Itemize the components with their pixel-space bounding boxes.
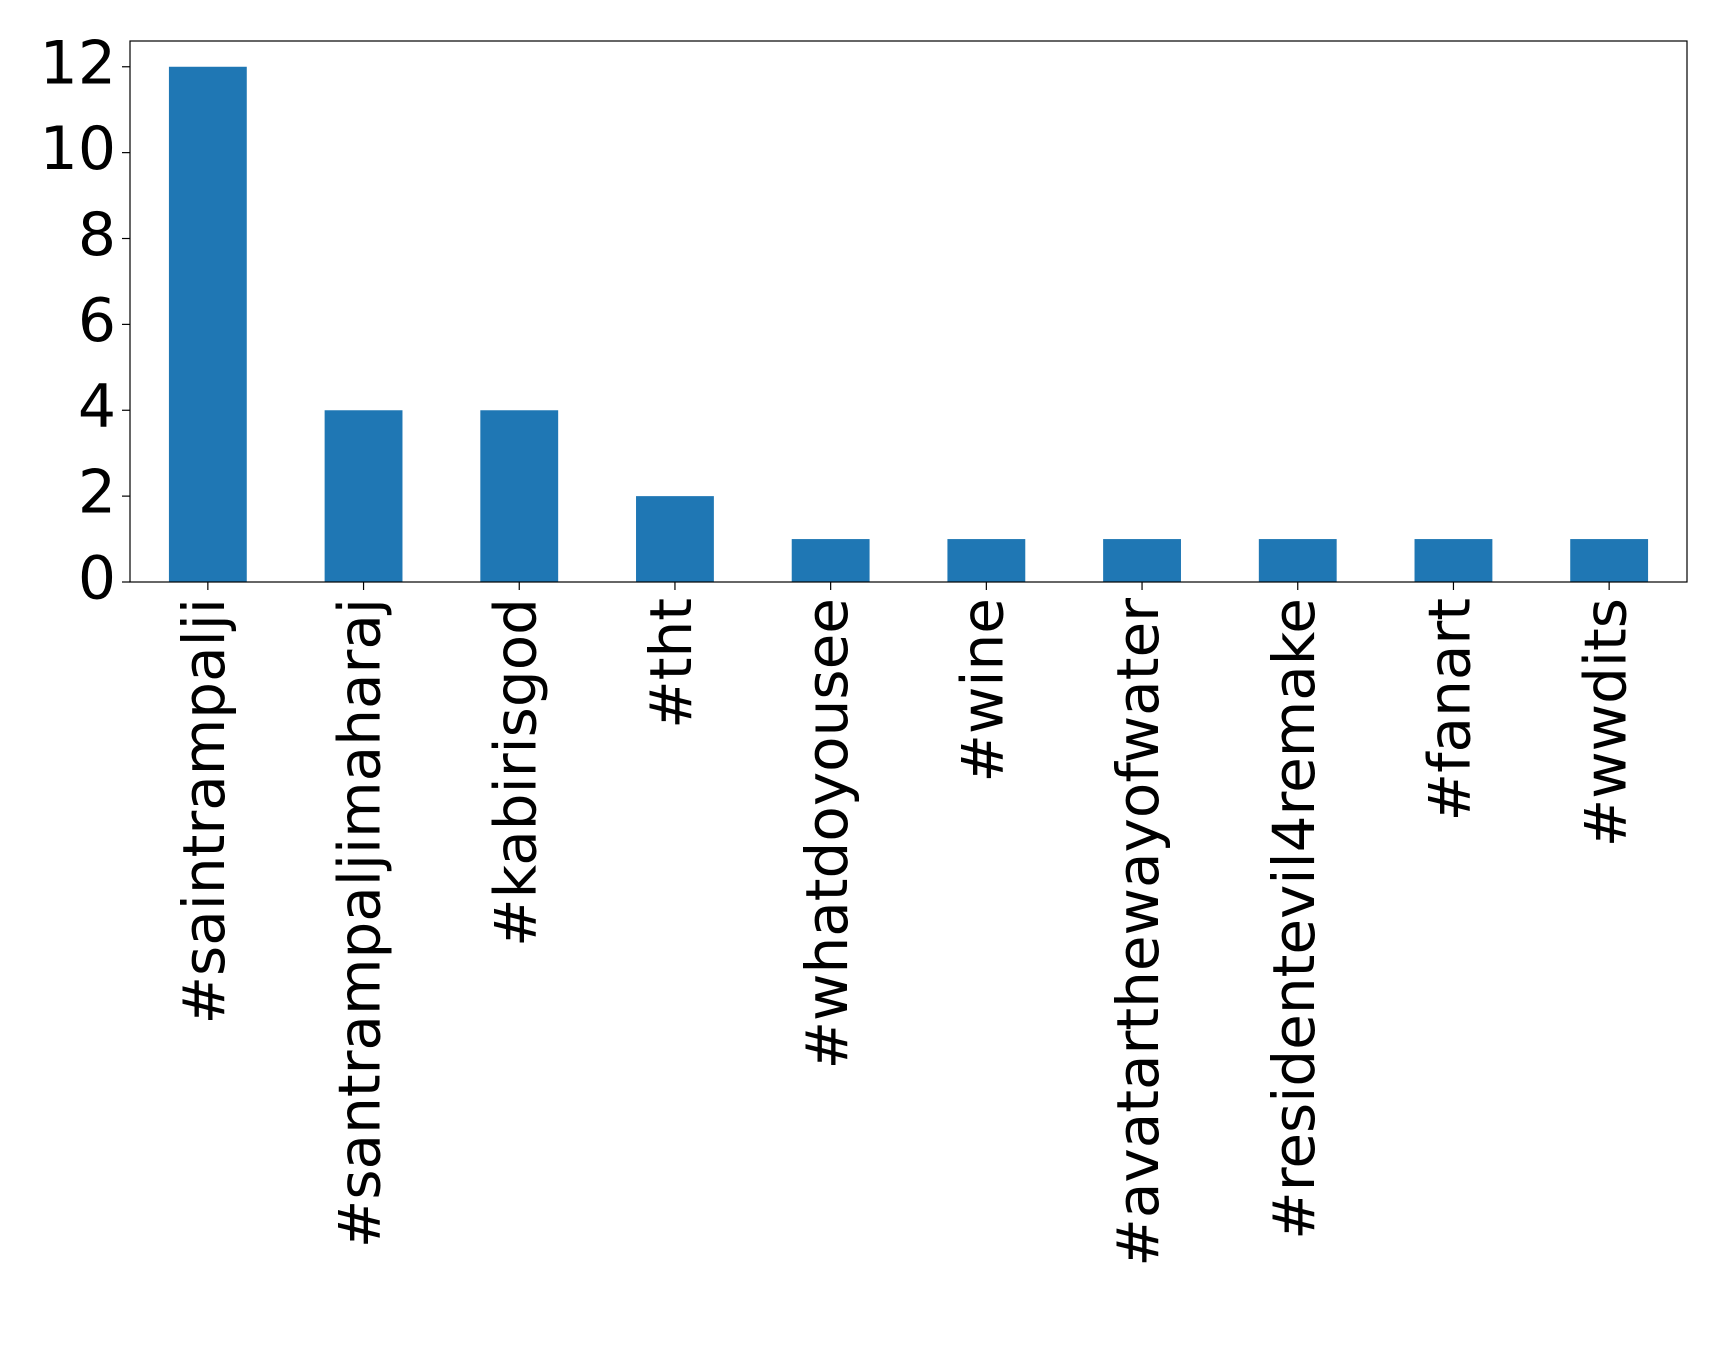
x-tick-label: #wine (948, 598, 1016, 783)
x-tick-label: #avatarthewayofwater (1104, 598, 1172, 1267)
bar (1103, 539, 1181, 582)
x-tick-label: #wwdits (1571, 598, 1639, 847)
y-tick-label: 4 (78, 372, 116, 442)
x-tick-label: #residentevil4remake (1260, 598, 1328, 1240)
bar (1258, 539, 1337, 582)
x-tick-label: #whatdoyousee (793, 598, 861, 1070)
bar (168, 66, 247, 582)
y-tick-label: 2 (78, 458, 116, 528)
x-tick-label: #saintrampalji (170, 598, 238, 1025)
x-tick-label: #fanart (1416, 598, 1484, 821)
y-tick-label: 8 (78, 200, 116, 270)
axes-frame (129, 40, 1688, 583)
y-tick-label: 6 (78, 286, 116, 356)
y-tick-label: 10 (40, 114, 116, 184)
y-tick-label: 0 (78, 544, 116, 614)
bar (636, 496, 714, 582)
bar (324, 410, 403, 582)
x-tick-label: #kabirisgod (481, 598, 549, 947)
y-tick-label: 12 (40, 28, 116, 98)
bar (480, 410, 559, 582)
bar (947, 539, 1026, 582)
bar (1570, 539, 1649, 582)
x-tick-label: #santrampaljimaharaj (326, 598, 394, 1248)
bar (791, 539, 870, 582)
x-tick-label: #tht (637, 598, 705, 729)
bar (1414, 539, 1493, 582)
